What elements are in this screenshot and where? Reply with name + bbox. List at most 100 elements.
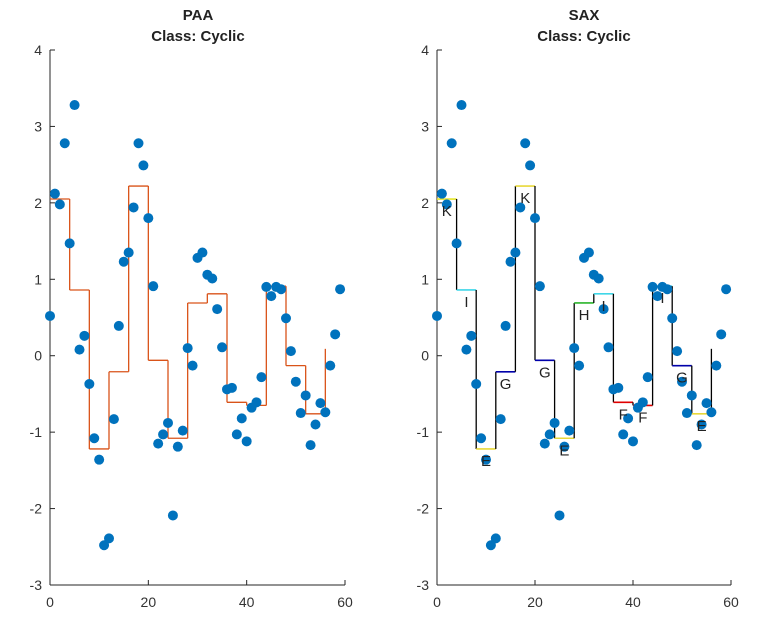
sax-data-point bbox=[525, 160, 536, 171]
sax-data-point bbox=[686, 390, 697, 401]
paa-y-tick-label: -2 bbox=[30, 501, 43, 517]
sax-title: SAX bbox=[569, 7, 600, 24]
sax-data-point bbox=[677, 376, 687, 387]
sax-data-point bbox=[441, 199, 452, 210]
sax-data-point bbox=[721, 284, 732, 295]
paa-x-tick-label: 0 bbox=[46, 594, 54, 610]
paa-x-tick-label: 40 bbox=[239, 594, 255, 610]
sax-data-point bbox=[544, 429, 555, 440]
paa-data-point bbox=[69, 100, 80, 111]
paa-data-point bbox=[207, 273, 218, 284]
paa-data-point bbox=[79, 330, 90, 341]
paa-data-point bbox=[89, 433, 100, 444]
sax-symbol-label: H bbox=[579, 307, 590, 324]
paa-data-point bbox=[128, 202, 139, 213]
paa-data-point bbox=[49, 188, 60, 199]
paa-data-point bbox=[236, 413, 247, 424]
sax-data-point bbox=[652, 291, 663, 302]
paa-data-point bbox=[153, 438, 164, 449]
sax-data-point bbox=[446, 138, 457, 149]
sax-data-point bbox=[691, 440, 702, 451]
paa-data-point bbox=[197, 247, 208, 258]
sax-data-point bbox=[583, 247, 594, 258]
paa-data-point bbox=[231, 429, 242, 440]
paa-data-point bbox=[256, 372, 267, 383]
paa-data-point bbox=[335, 284, 346, 295]
sax-data-point bbox=[515, 202, 526, 213]
paa-y-tick-label: 3 bbox=[34, 118, 42, 134]
sax-y-tick-label: 4 bbox=[421, 42, 429, 58]
sax-symbol-label: E bbox=[481, 453, 491, 470]
paa-subtitle: Class: Cyclic bbox=[151, 28, 244, 45]
sax-subtitle: Class: Cyclic bbox=[537, 28, 630, 45]
sax-data-point bbox=[628, 436, 638, 447]
paa-points bbox=[45, 100, 346, 551]
paa-data-point bbox=[123, 247, 134, 258]
sax-data-point bbox=[667, 313, 678, 324]
sax-data-point bbox=[642, 372, 653, 383]
sax-data-point bbox=[716, 329, 727, 340]
sax-data-point bbox=[436, 188, 447, 199]
sax-data-point bbox=[481, 454, 491, 465]
paa-data-point bbox=[59, 138, 70, 149]
paa-data-point bbox=[138, 160, 149, 171]
sax-y-tick-label: 2 bbox=[421, 195, 429, 211]
paa-data-point bbox=[281, 313, 291, 324]
paa-data-point bbox=[315, 398, 326, 409]
sax-data-point bbox=[520, 138, 531, 149]
sax-x-tick-label: 40 bbox=[625, 594, 641, 610]
sax-data-point bbox=[559, 441, 570, 452]
sax-y-tick-label: 0 bbox=[421, 348, 429, 364]
paa-y-tick-label: -1 bbox=[30, 424, 43, 440]
sax-data-point bbox=[534, 281, 545, 292]
sax-data-point bbox=[672, 346, 683, 357]
sax-data-point bbox=[476, 433, 487, 444]
paa-data-point bbox=[241, 436, 252, 447]
sax-data-point bbox=[500, 320, 511, 331]
paa-data-point bbox=[305, 440, 316, 451]
sax-data-point bbox=[569, 343, 580, 354]
sax-y-tick-label: -3 bbox=[417, 577, 430, 593]
sax-symbol-label: F bbox=[638, 409, 647, 426]
paa-data-point bbox=[84, 378, 95, 389]
paa-data-point bbox=[74, 344, 85, 355]
sax-symbol-label: K bbox=[442, 203, 452, 220]
sax-data-point bbox=[593, 273, 604, 284]
paa-data-point bbox=[290, 376, 301, 387]
sax-symbol-label: E bbox=[697, 418, 707, 435]
sax-y-tick-label: -2 bbox=[417, 501, 430, 517]
sax-data-point bbox=[618, 429, 629, 440]
paa-y-tick-label: 0 bbox=[34, 348, 42, 364]
sax-data-point bbox=[456, 100, 467, 111]
sax-data-point bbox=[603, 342, 614, 353]
sax-symbol-label: F bbox=[619, 406, 628, 423]
paa-data-point bbox=[143, 213, 154, 224]
sax-data-point bbox=[613, 382, 624, 393]
sax-data-point bbox=[549, 417, 560, 428]
paa-data-point bbox=[172, 441, 183, 452]
sax-data-point bbox=[451, 238, 462, 249]
sax-data-point bbox=[662, 284, 673, 295]
sax-data-point bbox=[681, 408, 692, 419]
sax-data-point bbox=[495, 414, 506, 425]
paa-data-point bbox=[261, 281, 272, 292]
paa-data-point bbox=[285, 346, 296, 357]
sax-symbol-label: E bbox=[559, 442, 569, 459]
sax-data-point bbox=[461, 344, 472, 355]
paa-y-tick-label: -3 bbox=[30, 577, 43, 593]
paa-y-tick-label: 1 bbox=[34, 271, 42, 287]
sax-x-tick-label: 0 bbox=[433, 594, 441, 610]
paa-data-point bbox=[45, 310, 55, 321]
paa-data-point bbox=[54, 199, 65, 210]
paa-x-tick-label: 60 bbox=[337, 594, 353, 610]
paa-data-point bbox=[148, 281, 159, 292]
paa-data-point bbox=[187, 360, 198, 371]
paa-data-point bbox=[177, 425, 188, 436]
sax-points bbox=[432, 100, 732, 551]
paa-data-point bbox=[300, 390, 311, 401]
